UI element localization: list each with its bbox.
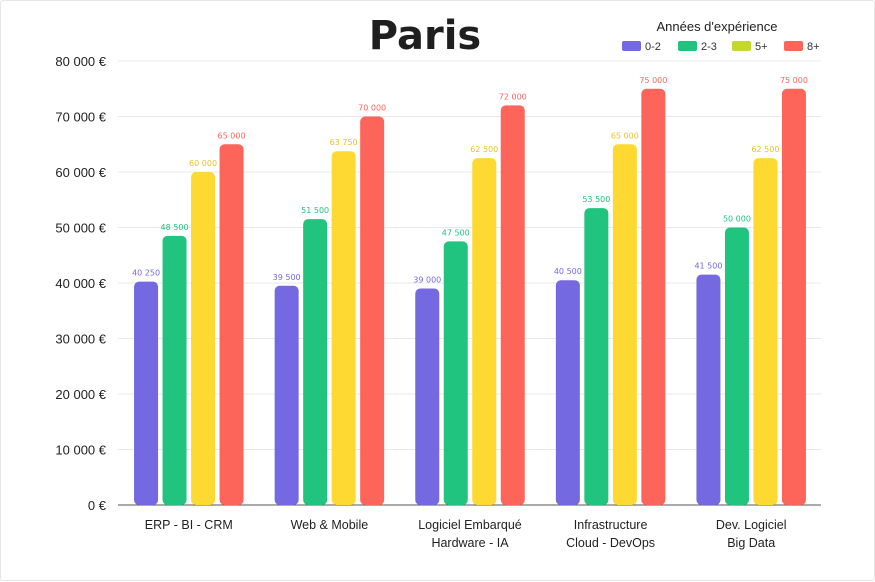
data-label: 65 000: [611, 131, 639, 140]
legend-swatch: [784, 41, 803, 51]
x-tick-label: Infrastructure: [574, 518, 648, 532]
bar-2-3: [724, 227, 749, 505]
x-axis: ERP - BI - CRM Web & Mobile Logiciel Embar…: [145, 518, 787, 550]
legend: Années d'expérience 0-2 2-3 5+ 8+: [622, 19, 820, 53]
y-tick-label: 30 000 €: [55, 332, 106, 347]
data-label: 39 000: [413, 276, 441, 285]
data-label: 50 000: [723, 215, 751, 224]
data-label: 41 500: [694, 262, 722, 271]
data-label: 75 000: [780, 76, 808, 85]
bar-8+: [219, 144, 244, 505]
data-label: 72 000: [499, 92, 527, 101]
y-tick-label: 40 000 €: [55, 276, 106, 291]
bar-2-3: [443, 241, 468, 505]
y-tick-label: 0 €: [88, 498, 107, 513]
legend-swatch: [678, 41, 697, 51]
bar-8+: [781, 88, 806, 505]
legend-swatch: [622, 41, 641, 51]
y-tick-label: 80 000 €: [55, 54, 106, 69]
legend-label: 8+: [807, 41, 820, 53]
legend-label: 0-2: [645, 41, 661, 53]
data-label: 62 500: [470, 145, 498, 154]
bar-2-3: [584, 208, 609, 505]
y-tick-label: 50 000 €: [55, 221, 106, 236]
bar-0-2: [134, 281, 159, 505]
data-label: 75 000: [639, 76, 667, 85]
bar-2-3: [303, 219, 328, 506]
bar-5+: [191, 172, 216, 505]
data-label: 51 500: [301, 206, 329, 215]
x-tick-label: Cloud - DevOps: [566, 536, 655, 550]
data-label: 48 500: [161, 223, 189, 232]
bar-0-2: [415, 288, 440, 505]
bar-8+: [360, 116, 385, 505]
data-label: 47 500: [442, 228, 470, 237]
bars: [134, 88, 806, 506]
data-label: 40 250: [132, 269, 160, 278]
data-label: 65 000: [218, 131, 246, 140]
bar-8+: [641, 88, 666, 505]
data-label: 40 500: [554, 267, 582, 276]
bar-5+: [331, 151, 356, 505]
legend-title: Années d'expérience: [656, 19, 777, 34]
data-label: 39 500: [273, 273, 301, 282]
y-axis: 0 € 10 000 € 20 000 € 30 000 € 40 000 € 50 00…: [55, 54, 106, 513]
legend-label: 5+: [755, 41, 768, 53]
legend-swatch: [732, 41, 751, 51]
bar-5+: [753, 158, 778, 505]
x-tick-label: Hardware - IA: [431, 536, 509, 550]
bar-0-2: [696, 274, 721, 505]
x-tick-label: Web & Mobile: [291, 518, 369, 532]
y-tick-label: 20 000 €: [55, 387, 106, 402]
bar-5+: [472, 158, 497, 505]
bar-0-2: [274, 285, 299, 505]
y-tick-label: 70 000 €: [55, 110, 106, 125]
y-tick-label: 10 000 €: [55, 443, 106, 458]
bar-0-2: [555, 280, 580, 505]
x-tick-label: ERP - BI - CRM: [145, 518, 233, 532]
data-label: 63 750: [330, 138, 358, 147]
bar-2-3: [162, 235, 187, 505]
legend-label: 2-3: [701, 41, 717, 53]
x-tick-label: Big Data: [727, 536, 775, 550]
bar-8+: [500, 105, 525, 506]
data-labels: 40 250 48 500 60 000 65 000 39 500 51 500 63 7…: [132, 76, 808, 285]
data-label: 70 000: [358, 104, 386, 113]
data-label: 60 000: [189, 159, 217, 168]
bar-5+: [612, 144, 637, 505]
x-tick-label: Dev. Logiciel: [716, 518, 787, 532]
x-tick-label: Logiciel Embarqué: [418, 518, 522, 532]
chart-title: Paris: [369, 13, 481, 59]
data-label: 53 500: [582, 195, 610, 204]
data-label: 62 500: [751, 145, 779, 154]
y-tick-label: 60 000 €: [55, 165, 106, 180]
